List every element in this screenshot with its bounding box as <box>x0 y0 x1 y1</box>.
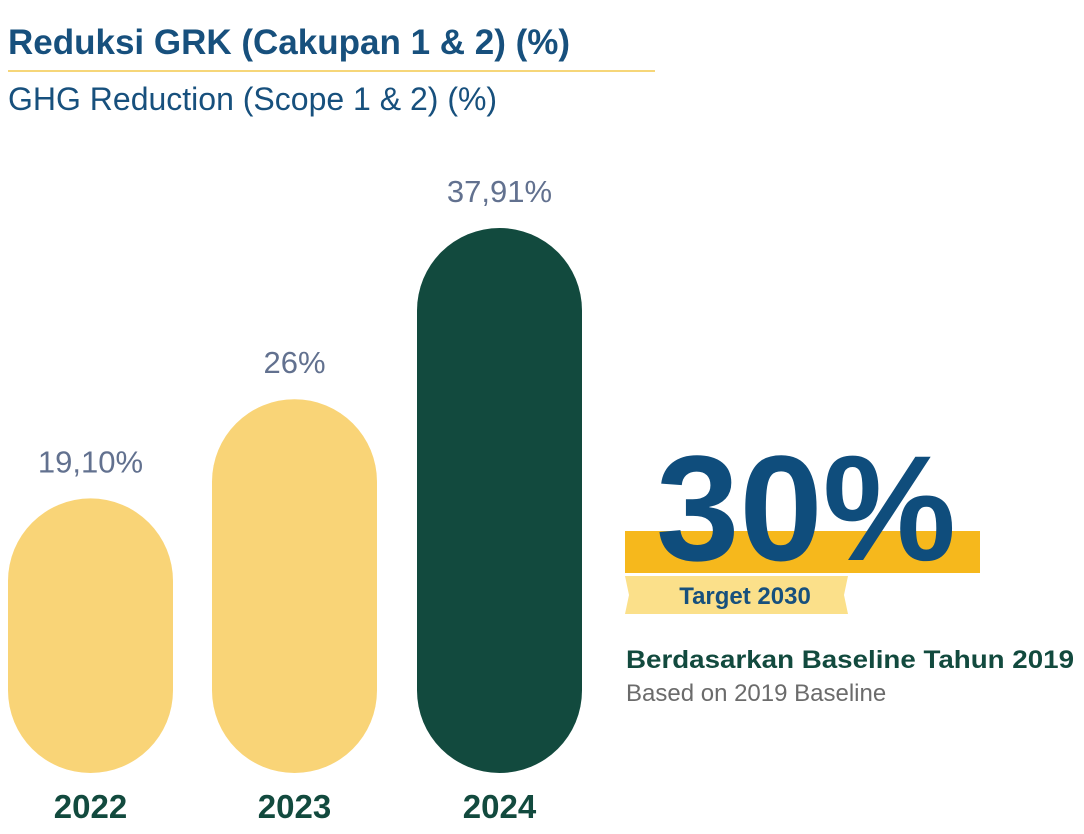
x-tick-label: 2024 <box>463 788 537 825</box>
bar <box>8 498 173 773</box>
target-value: 30% <box>656 424 956 592</box>
x-tick-label: 2023 <box>258 788 331 825</box>
target-band <box>625 531 980 573</box>
chart-subtitle: GHG Reduction (Scope 1 & 2) (%) <box>8 81 497 117</box>
bar <box>417 228 582 773</box>
chart-title: Reduksi GRK (Cakupan 1 & 2) (%) <box>8 23 570 62</box>
baseline-note: Berdasarkan Baseline Tahun 2019 <box>626 646 1074 674</box>
value-label: 26% <box>263 345 325 380</box>
baseline-note-en: Based on 2019 Baseline <box>626 680 886 707</box>
value-label: 19,10% <box>38 444 143 479</box>
target-label: Target 2030 <box>679 583 811 610</box>
target-ribbon <box>625 576 848 614</box>
x-tick-label: 2022 <box>54 788 127 825</box>
value-label: 37,91% <box>447 174 552 209</box>
bar <box>212 399 377 773</box>
